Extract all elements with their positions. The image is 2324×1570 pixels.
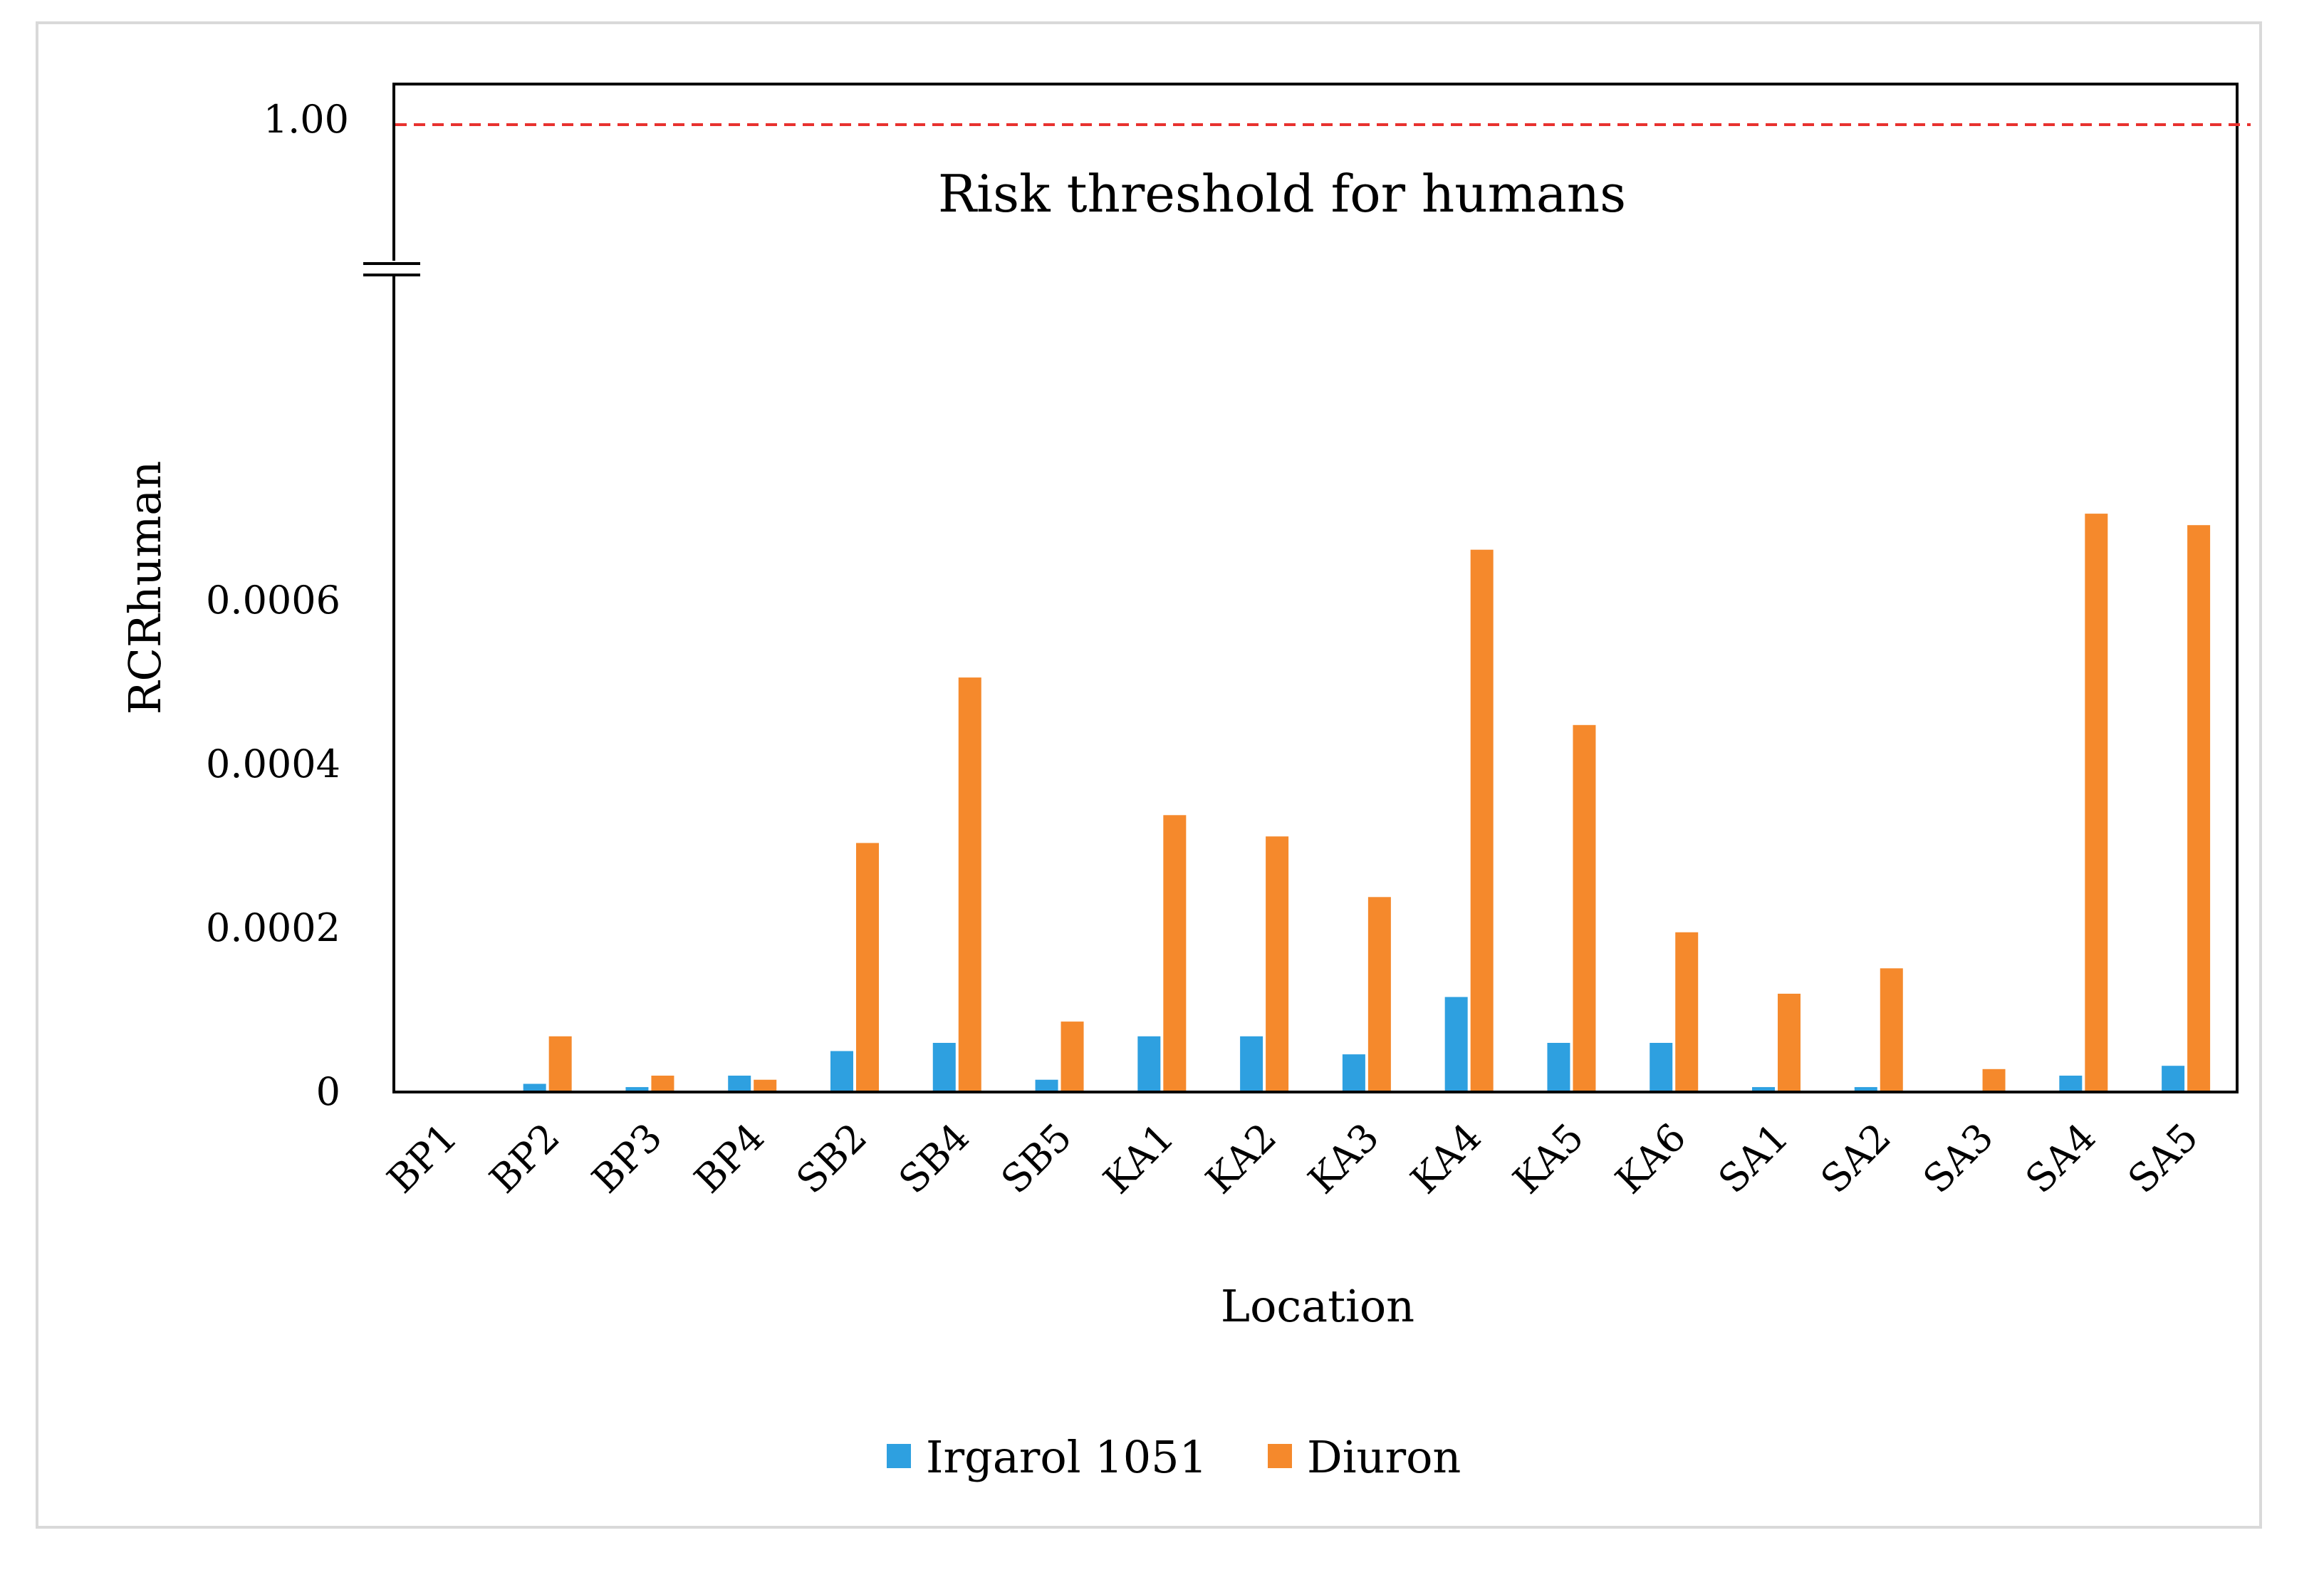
bar-irgarol-sa4 [2059, 1076, 2083, 1092]
legend-label-diuron: Diuron [1307, 1431, 1461, 1483]
bar-diuron-ka2 [1266, 836, 1289, 1092]
x-tick-label: SB5 [993, 1115, 1080, 1202]
bar-diuron-sa2 [1880, 968, 1903, 1092]
x-axis-title: Location [1221, 1280, 1414, 1332]
bar-irgarol-ka5 [1547, 1043, 1570, 1092]
bar-irgarol-sb5 [1035, 1079, 1058, 1092]
bar-irgarol-bp2 [523, 1083, 546, 1092]
bar-irgarol-sb2 [830, 1051, 853, 1092]
bar-irgarol-bp3 [625, 1087, 649, 1092]
bar-diuron-sa3 [1982, 1069, 2006, 1092]
bar-irgarol-sb4 [932, 1043, 956, 1092]
bar-irgarol-sa5 [2162, 1066, 2185, 1092]
bar-diuron-ka5 [1573, 724, 1596, 1092]
plot-area [392, 83, 2239, 1093]
bar-diuron-sb5 [1061, 1021, 1084, 1092]
bar-diuron-bp3 [651, 1076, 674, 1092]
bar-diuron-sa5 [2187, 525, 2211, 1092]
x-tick-label: BP3 [583, 1115, 671, 1202]
axis-break-mark [360, 261, 431, 276]
bar-irgarol-ka6 [1650, 1043, 1673, 1092]
x-tick-label: KA6 [1607, 1115, 1694, 1202]
x-tick-label: KA3 [1300, 1115, 1387, 1202]
bar-irgarol-ka3 [1342, 1054, 1365, 1092]
bar-diuron-bp2 [548, 1036, 572, 1092]
y-tick-label: 0.0004 [206, 742, 340, 786]
bar-diuron-ka4 [1470, 549, 1494, 1092]
y-tick-label: 0 [316, 1069, 340, 1114]
x-tick-label: SA5 [2120, 1115, 2207, 1202]
legend-swatch-diuron [1268, 1444, 1292, 1468]
bar-diuron-ka3 [1367, 897, 1391, 1092]
y-axis-title: RCRhuman [119, 461, 171, 714]
bar-irgarol-sa2 [1854, 1087, 1877, 1092]
x-tick-label: SA4 [2017, 1115, 2105, 1202]
x-tick-label: SB4 [890, 1115, 978, 1202]
threshold-annotation: Risk threshold for humans [938, 164, 1626, 224]
bar-irgarol-ka2 [1240, 1036, 1263, 1092]
x-tick-label: BP2 [481, 1115, 568, 1202]
x-tick-label: SA2 [1812, 1115, 1900, 1202]
bar-diuron-ka6 [1675, 932, 1699, 1092]
bar-diuron-sa4 [2085, 514, 2108, 1092]
threshold-tick-label: 1.00 [264, 97, 349, 142]
x-tick-label: SB2 [788, 1115, 875, 1202]
legend: Irgarol 1051 Diuron [887, 1431, 1461, 1483]
bar-diuron-sb2 [856, 843, 879, 1092]
x-tick-label: KA1 [1095, 1115, 1182, 1202]
bar-irgarol-bp4 [728, 1076, 751, 1092]
bar-irgarol-sa1 [1752, 1087, 1775, 1092]
bar-diuron-bp4 [754, 1079, 777, 1092]
bar-irgarol-ka4 [1444, 997, 1468, 1092]
legend-label-irgarol: Irgarol 1051 [926, 1431, 1207, 1483]
legend-swatch-irgarol [887, 1444, 911, 1468]
bar-diuron-sa1 [1778, 994, 1801, 1092]
x-tick-label: BP4 [686, 1115, 773, 1202]
x-tick-label: KA4 [1402, 1115, 1489, 1202]
y-tick-label: 0.0006 [206, 578, 340, 623]
x-tick-label: KA5 [1504, 1115, 1592, 1202]
bar-diuron-sb4 [958, 677, 981, 1092]
x-tick-label: SA1 [1710, 1115, 1798, 1202]
bar-diuron-ka1 [1163, 815, 1187, 1092]
x-tick-label: SA3 [1914, 1115, 2002, 1202]
y-tick-label: 0.0002 [206, 905, 340, 950]
x-tick-label: KA2 [1197, 1115, 1285, 1202]
x-tick-label: BP1 [378, 1115, 466, 1202]
bar-irgarol-ka1 [1137, 1036, 1161, 1092]
